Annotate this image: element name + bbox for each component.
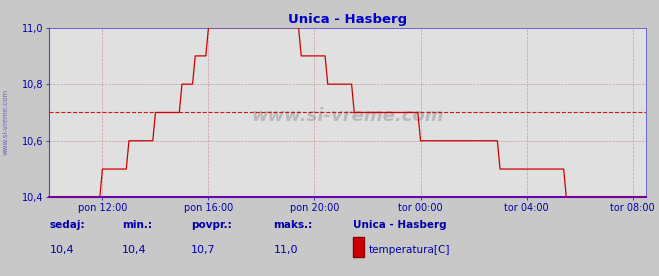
Text: Unica - Hasberg: Unica - Hasberg [353,220,446,230]
Text: temperatura[C]: temperatura[C] [369,245,451,254]
Text: 11,0: 11,0 [273,245,298,254]
Title: Unica - Hasberg: Unica - Hasberg [288,14,407,26]
Text: min.:: min.: [122,220,152,230]
Text: www.si-vreme.com: www.si-vreme.com [2,88,9,155]
Text: www.si-vreme.com: www.si-vreme.com [251,107,444,125]
Text: maks.:: maks.: [273,220,313,230]
Text: 10,4: 10,4 [122,245,146,254]
Text: sedaj:: sedaj: [49,220,85,230]
Text: povpr.:: povpr.: [191,220,232,230]
Text: 10,7: 10,7 [191,245,215,254]
Text: 10,4: 10,4 [49,245,74,254]
